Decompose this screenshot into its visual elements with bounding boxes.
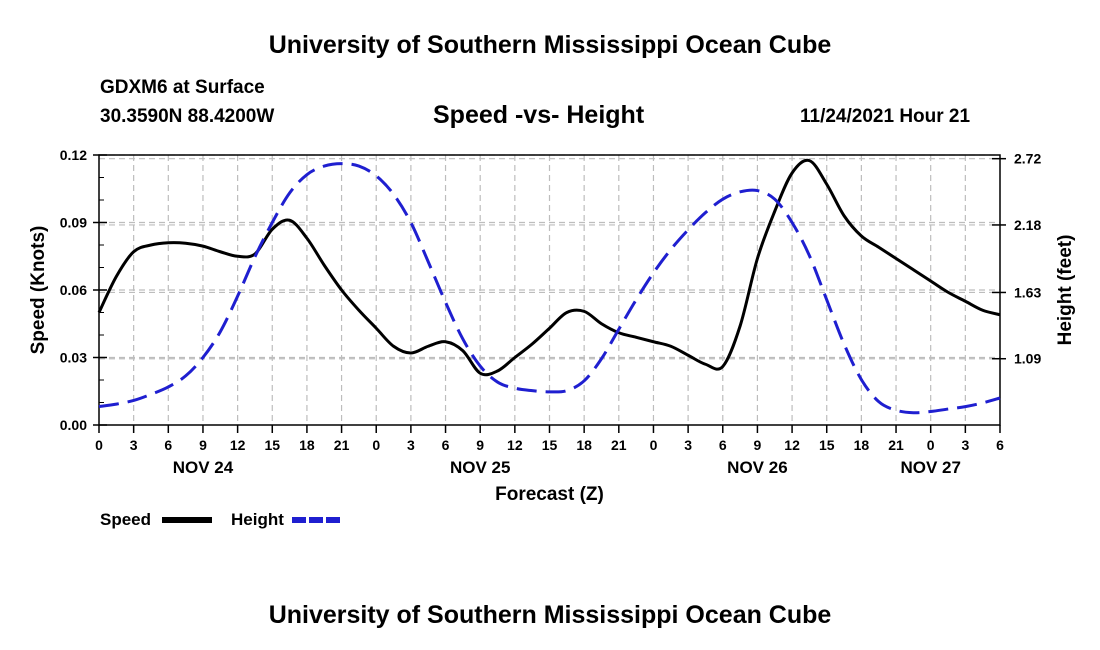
legend-speed-label: Speed [100, 510, 151, 529]
x-tick-label: 0 [95, 437, 103, 453]
y2-axis-title: Height (feet) [1055, 235, 1076, 346]
x-tick-label: 6 [719, 437, 727, 453]
date-label: NOV 27 [900, 458, 960, 477]
date-label: NOV 25 [450, 458, 510, 477]
x-tick-label: 21 [334, 437, 350, 453]
x-tick-label: 3 [407, 437, 415, 453]
x-tick-label: 15 [264, 437, 280, 453]
date-label: NOV 24 [173, 458, 234, 477]
chart-title: Speed -vs- Height [433, 101, 645, 129]
x-tick-label: 9 [199, 437, 207, 453]
y-tick-label: 0.03 [60, 350, 87, 366]
x-tick-label: 9 [754, 437, 762, 453]
x-tick-label: 12 [784, 437, 800, 453]
y2-tick-label: 1.63 [1014, 284, 1041, 300]
page-title: University of Southern Mississippi Ocean… [268, 31, 832, 59]
date-label: NOV 26 [727, 458, 787, 477]
x-tick-label: 21 [611, 437, 627, 453]
y-tick-label: 0.09 [60, 215, 87, 231]
x-tick-label: 0 [927, 437, 935, 453]
y-tick-label: 0.06 [60, 282, 87, 298]
x-tick-label: 18 [854, 437, 870, 453]
y-axis-title: Speed (Knots) [28, 226, 49, 355]
x-tick-label: 18 [299, 437, 315, 453]
legend-height-label: Height [231, 510, 284, 529]
speed-series-line [97, 158, 1001, 377]
forecast-datetime: 11/24/2021 Hour 21 [800, 106, 971, 127]
x-tick-label: 0 [372, 437, 380, 453]
footer-title: University of Southern Mississippi Ocean… [268, 601, 832, 629]
coordinates-label: 30.3590N 88.4200W [100, 106, 275, 127]
x-tick-label: 6 [164, 437, 172, 453]
y-tick-label: 0.00 [60, 417, 87, 433]
x-tick-label: 3 [684, 437, 692, 453]
x-tick-label: 0 [650, 437, 658, 453]
y-tick-label: 0.12 [60, 147, 87, 163]
x-tick-label: 9 [476, 437, 484, 453]
x-tick-label: 3 [961, 437, 969, 453]
y2-tick-label: 2.18 [1014, 217, 1041, 233]
x-tick-label: 18 [576, 437, 592, 453]
x-tick-label: 12 [507, 437, 523, 453]
x-tick-label: 3 [130, 437, 138, 453]
x-tick-label: 6 [996, 437, 1004, 453]
station-label: GDXM6 at Surface [100, 77, 265, 98]
x-tick-label: 21 [888, 437, 904, 453]
height-series-line [98, 162, 1001, 415]
x-tick-label: 6 [442, 437, 450, 453]
x-tick-label: 12 [230, 437, 246, 453]
x-tick-label: 15 [819, 437, 835, 453]
x-tick-label: 15 [542, 437, 558, 453]
y2-tick-label: 2.72 [1014, 151, 1041, 167]
y2-tick-label: 1.09 [1014, 351, 1041, 367]
x-axis-title: Forecast (Z) [495, 484, 604, 505]
